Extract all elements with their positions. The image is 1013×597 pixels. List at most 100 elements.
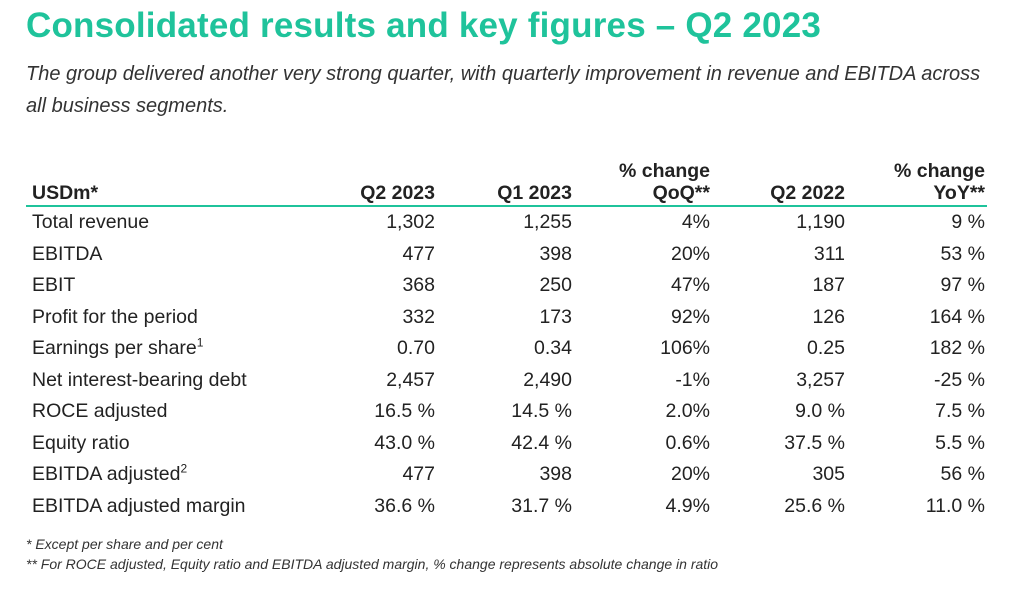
cell-qoq: 4.9% <box>665 494 710 517</box>
cell-q2-2023: 16.5 % <box>374 400 435 423</box>
row-label-cell: Total revenue <box>26 206 326 239</box>
row-label-cell: EBITDA <box>26 239 326 271</box>
header-qoq-line2: QoQ** <box>652 182 710 204</box>
cell-yoy: -25 % <box>934 368 985 391</box>
row-label-cell: EBITDA adjusted2 <box>26 459 326 491</box>
table-row: Profit for the period 332 173 92% 126 164 % <box>26 302 987 334</box>
cell-qoq: 20% <box>670 463 710 486</box>
row-label: EBITDA adjusted margin <box>32 494 246 517</box>
row-label: EBIT <box>32 274 76 297</box>
cell-qoq: 106% <box>660 337 710 360</box>
header-q2-2023: Q2 2023 <box>326 160 437 207</box>
cell-q2-2022: 37.5 % <box>784 431 845 454</box>
cell-q2-2023: 477 <box>402 463 435 486</box>
table-row: EBITDA 477 398 20% 311 53 % <box>26 239 987 271</box>
cell-q1-2023: 2,490 <box>523 368 572 391</box>
footnote-marker: 1 <box>196 335 204 350</box>
cell-q2-2022: 126 <box>812 305 845 328</box>
row-label-cell: EBIT <box>26 270 326 302</box>
header-qoq: % change QoQ** <box>574 160 712 207</box>
cell-qoq: 4% <box>681 211 710 234</box>
footnotes: * Except per share and per cent ** For R… <box>26 534 718 574</box>
cell-q2-2023: 368 <box>402 274 435 297</box>
cell-q1-2023: 250 <box>539 274 572 297</box>
cell-q2-2023: 0.70 <box>397 337 435 360</box>
row-label-cell: ROCE adjusted <box>26 396 326 428</box>
table-row: EBITDA adjusted2 477 398 20% 305 56 % <box>26 459 987 491</box>
row-label-cell: Net interest-bearing debt <box>26 365 326 397</box>
key-figures-table: USDm* Q2 2023 Q1 2023 % change QoQ** Q2 … <box>26 160 987 522</box>
cell-yoy: 97 % <box>940 274 985 297</box>
cell-q2-2022: 25.6 % <box>784 494 845 517</box>
table-row: EBIT 368 250 47% 187 97 % <box>26 270 987 302</box>
cell-q1-2023: 14.5 % <box>511 400 572 423</box>
cell-q2-2022: 305 <box>812 463 845 486</box>
cell-q2-2023: 477 <box>402 242 435 265</box>
cell-qoq: 47% <box>670 274 710 297</box>
header-qoq-line1: % change <box>618 160 710 182</box>
row-label: EBITDA adjusted <box>32 463 181 486</box>
header-yoy: % change YoY** <box>847 160 987 207</box>
row-label-cell: EBITDA adjusted margin <box>26 491 326 523</box>
row-label: Net interest-bearing debt <box>32 368 247 391</box>
cell-q1-2023: 398 <box>539 463 572 486</box>
cell-qoq: 0.6% <box>665 431 710 454</box>
cell-q1-2023: 31.7 % <box>511 494 572 517</box>
table-row: Equity ratio 43.0 % 42.4 % 0.6% 37.5 % 5.5 % <box>26 428 987 460</box>
row-label: EBITDA <box>32 242 103 265</box>
cell-q2-2022: 1,190 <box>796 211 845 234</box>
cell-yoy: 182 % <box>929 337 985 360</box>
cell-q2-2022: 3,257 <box>796 368 845 391</box>
cell-yoy: 56 % <box>940 463 985 486</box>
cell-q2-2023: 36.6 % <box>374 494 435 517</box>
header-yoy-line1: % change <box>893 160 985 182</box>
cell-qoq: 92% <box>670 305 710 328</box>
row-label: Profit for the period <box>32 305 198 328</box>
table-row: Total revenue 1,302 1,255 4% 1,190 9 % <box>26 206 987 239</box>
cell-q2-2022: 0.25 <box>807 337 845 360</box>
table-header: USDm* Q2 2023 Q1 2023 % change QoQ** Q2 … <box>26 160 987 207</box>
cell-qoq: 20% <box>670 242 710 265</box>
cell-q2-2022: 187 <box>812 274 845 297</box>
cell-yoy: 53 % <box>940 242 985 265</box>
page-subtitle: The group delivered another very strong … <box>26 63 981 117</box>
cell-q1-2023: 398 <box>539 242 572 265</box>
cell-yoy: 9 % <box>951 211 985 234</box>
cell-q2-2023: 332 <box>402 305 435 328</box>
cell-q2-2023: 43.0 % <box>374 431 435 454</box>
cell-q1-2023: 173 <box>539 305 572 328</box>
cell-q1-2023: 42.4 % <box>511 431 572 454</box>
row-label: Earnings per share <box>32 337 197 360</box>
cell-q2-2023: 1,302 <box>386 211 435 234</box>
cell-q2-2022: 9.0 % <box>795 400 845 423</box>
cell-q1-2023: 0.34 <box>534 337 572 360</box>
footnote-marker: 2 <box>180 461 188 476</box>
cell-yoy: 5.5 % <box>935 431 985 454</box>
row-label: Equity ratio <box>32 431 130 454</box>
row-label-cell: Profit for the period <box>26 302 326 334</box>
cell-qoq: -1% <box>675 368 710 391</box>
header-yoy-line2: YoY** <box>933 182 985 204</box>
page-title: Consolidated results and key figures – Q… <box>26 6 822 45</box>
footnote-2: ** For ROCE adjusted, Equity ratio and E… <box>26 556 719 572</box>
header-q2-2022: Q2 2022 <box>712 160 847 207</box>
footnote-1: * Except per share and per cent <box>26 536 223 552</box>
cell-qoq: 2.0% <box>665 400 710 423</box>
row-label: Total revenue <box>32 211 150 234</box>
table-row: Net interest-bearing debt 2,457 2,490 -1% 3,… <box>26 365 987 397</box>
row-label-cell: Earnings per share1 <box>26 333 326 365</box>
row-label: ROCE adjusted <box>32 400 168 423</box>
header-q1-2023: Q1 2023 <box>437 160 574 207</box>
cell-q2-2023: 2,457 <box>386 368 435 391</box>
cell-yoy: 7.5 % <box>935 400 985 423</box>
table-row: Earnings per share1 0.70 0.34 106% 0.25 182 % <box>26 333 987 365</box>
cell-q1-2023: 1,255 <box>523 211 572 234</box>
table-body: Total revenue 1,302 1,255 4% 1,190 9 % EBITDA 4… <box>26 206 987 522</box>
table-row: ROCE adjusted 16.5 % 14.5 % 2.0% 9.0 % 7.5 % <box>26 396 987 428</box>
header-usdm: USDm* <box>26 160 326 207</box>
row-label-cell: Equity ratio <box>26 428 326 460</box>
cell-q2-2022: 311 <box>813 242 845 265</box>
table-header-row: USDm* Q2 2023 Q1 2023 % change QoQ** Q2 … <box>26 160 987 207</box>
cell-yoy: 164 % <box>929 305 985 328</box>
cell-yoy: 11.0 % <box>925 494 985 517</box>
